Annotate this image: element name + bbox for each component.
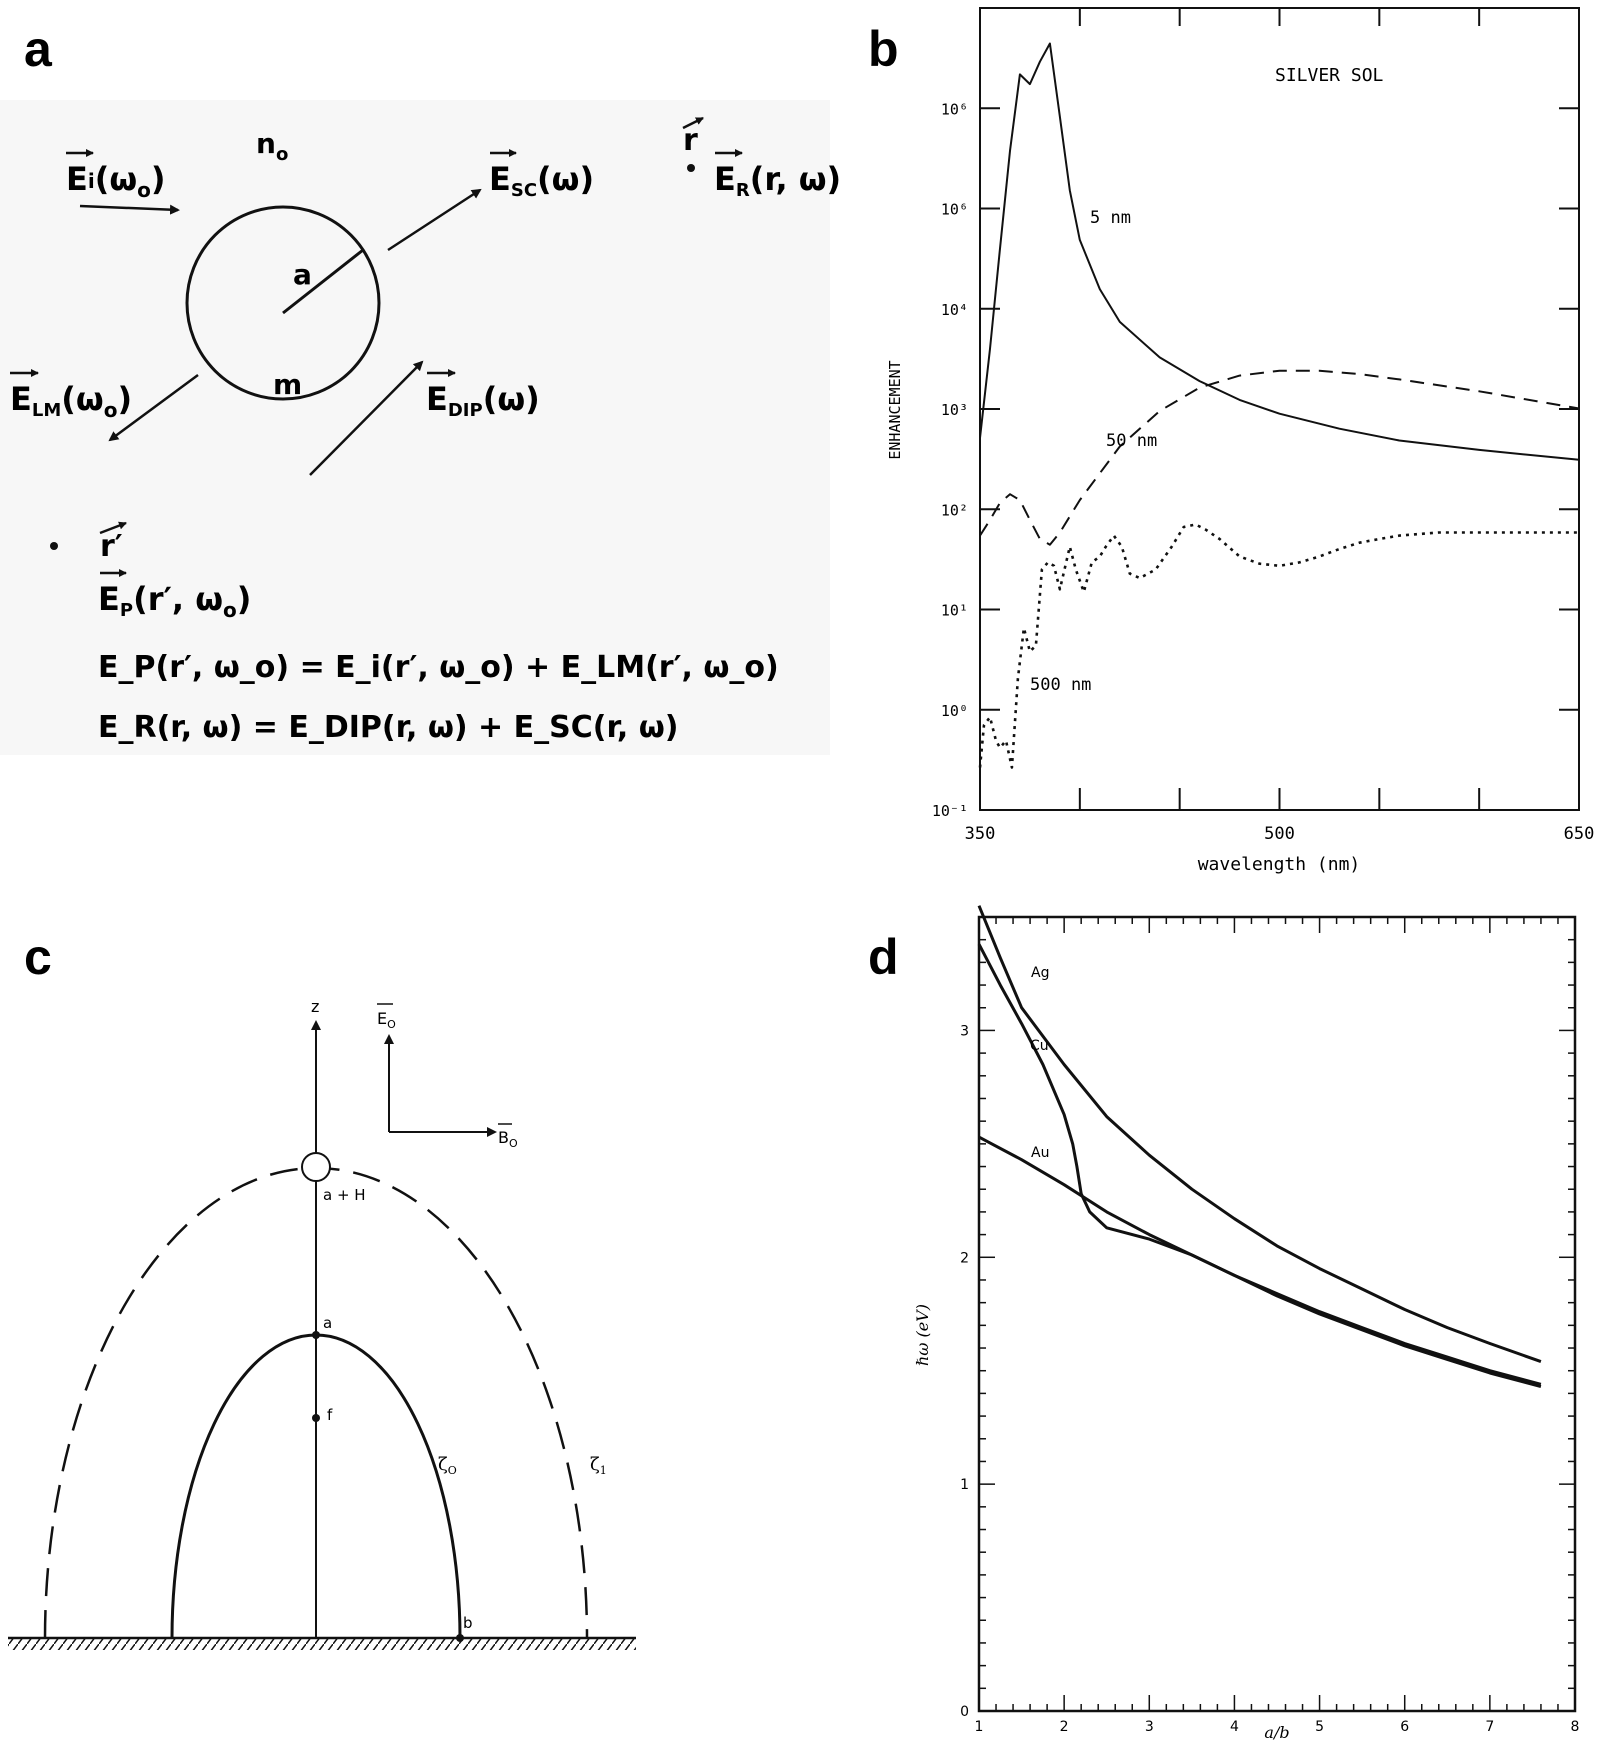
local-mode-field-label: ELM(ωo) [10,369,132,422]
label-zeta1: ζ1 [590,1454,607,1477]
field-orientation-axes: EO BO [377,1003,518,1150]
focus-point-f [312,1414,320,1422]
svg-text:ELM(ωo): ELM(ωo) [10,380,132,422]
sphere-material-label: m [273,368,302,401]
label-f: f [327,1406,333,1424]
radius-label: a [293,258,312,291]
equation-2: E_R(r, ω) = E_DIP(r, ω) + E_SC(r, ω) [98,710,678,745]
panel-d-letter: d [868,929,899,985]
svg-text:EO: EO [377,1009,396,1031]
substrate-hatching [8,1638,636,1650]
svg-text:EP(r′, ωo): EP(r′, ωo) [98,580,251,622]
label-zeta0: ζO [438,1454,457,1477]
incident-arrow [79,204,180,215]
scattered-arrow [387,188,482,252]
incident-field-label: Ei(ωo) [66,149,166,202]
svg-text:BO: BO [498,1128,518,1150]
svg-text:ER(r, ω): ER(r, ω) [714,160,841,201]
probe-sphere [301,1152,331,1182]
svg-text:Ei(ωo): Ei(ωo) [66,160,166,202]
medium-index-label: no [256,127,288,165]
label-a-plus-h: a + H [323,1186,366,1204]
radius-line [282,248,364,315]
svg-text:r: r [683,123,698,158]
panel-b-letter: b [868,21,899,77]
sphere [185,205,381,401]
observation-point-label: r ER(r, ω) [682,116,841,201]
svg-text:ESC(ω): ESC(ω) [489,160,594,201]
source-point-label: r′ EP(r′, ωo) [50,521,251,622]
panel-a-letter: a [24,21,52,77]
label-a: a [323,1314,332,1332]
svg-text:EDIP(ω): EDIP(ω) [426,380,540,421]
base-point-b [456,1634,464,1642]
local-mode-arrow [108,373,199,442]
label-b: b [463,1614,473,1632]
dipole-arrow [309,360,424,476]
scattered-field-label: ESC(ω) [489,149,594,201]
apex-point-a [312,1331,320,1339]
svg-text:r′: r′ [100,529,123,564]
equation-1: E_P(r′, ω_o) = E_i(r′, ω_o) + E_LM(r′, ω… [98,650,779,685]
dipole-field-label: EDIP(ω) [426,369,540,421]
panel-c-letter: c [24,929,52,985]
z-axis-label: z [311,997,319,1016]
